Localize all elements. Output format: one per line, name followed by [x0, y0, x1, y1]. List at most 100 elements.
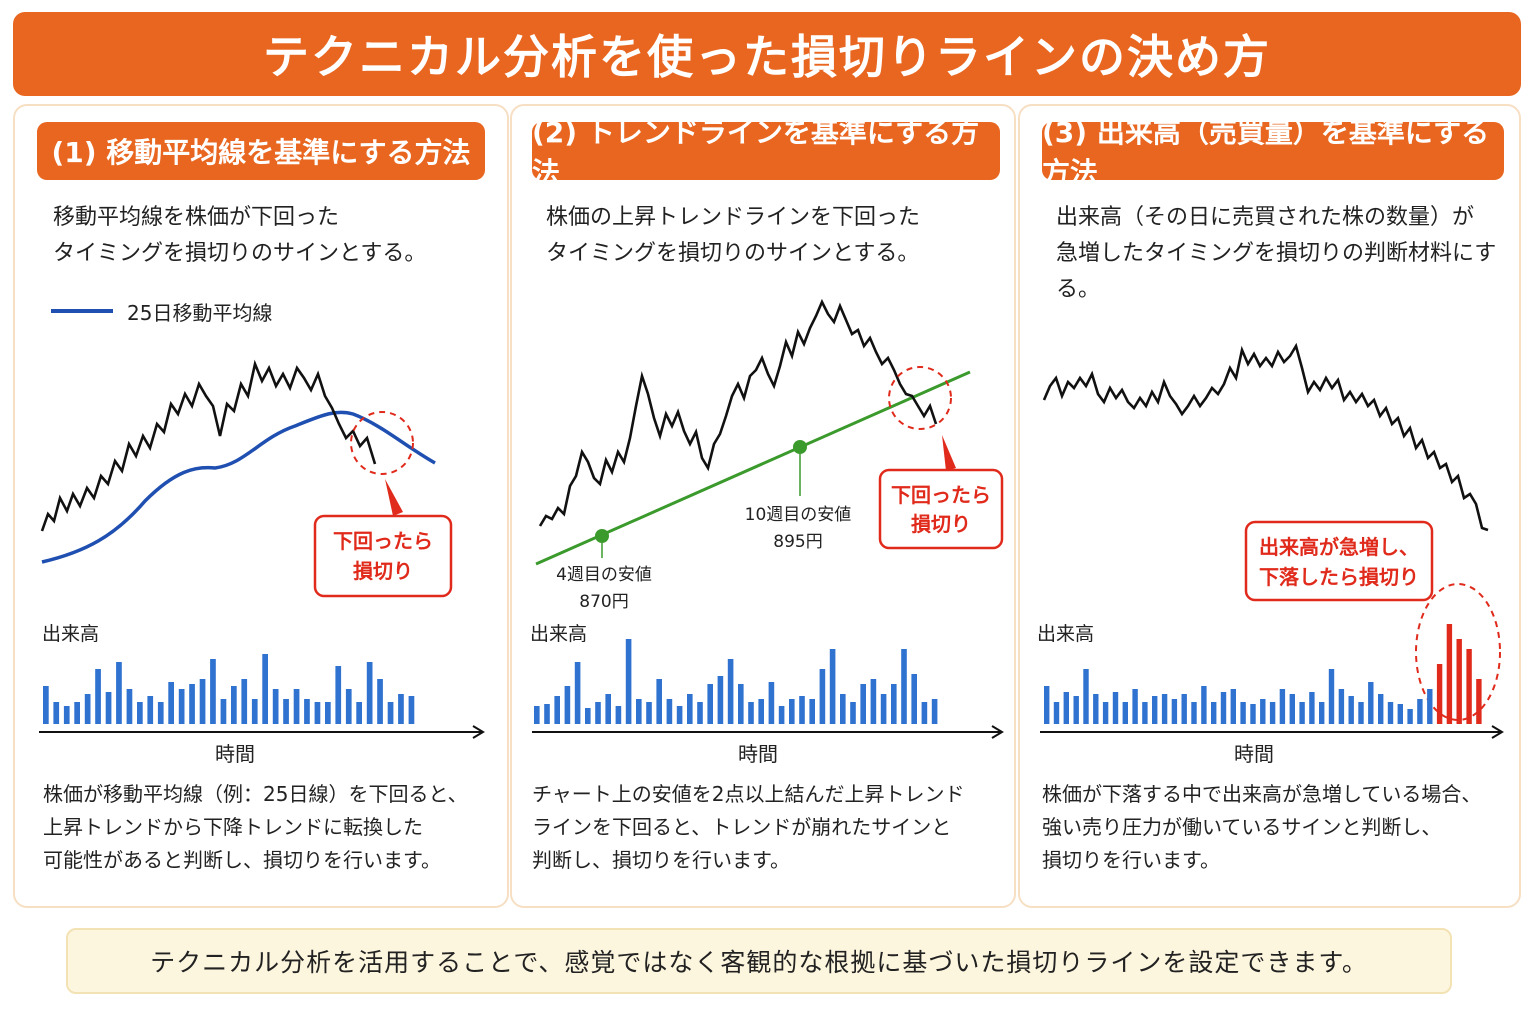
callout-box: [878, 468, 1004, 550]
volume-bar: [63, 706, 70, 724]
volume-bar: [1083, 669, 1089, 724]
x-axis-arrow: [1491, 725, 1504, 739]
volume-bar: [758, 699, 764, 724]
volume-bar: [1132, 689, 1138, 724]
price-line: [1042, 342, 1489, 532]
price-line: [40, 359, 377, 532]
volume-bar: [1397, 704, 1403, 724]
title-bar: テクニカル分析を使った損切りラインの決め方: [13, 12, 1521, 96]
volume-bar: [314, 702, 321, 724]
volume-bar: [727, 659, 734, 724]
volume-bar: [1260, 699, 1266, 724]
volume-bar: [1299, 702, 1305, 724]
volume-bar: [283, 699, 289, 724]
volume-bar: [850, 702, 856, 724]
x-axis-label: 時間: [215, 742, 255, 766]
volume-bar: [707, 684, 713, 724]
volume-bar: [178, 689, 185, 724]
panel-footer: 株価が下落する中で出来高が急増している場合、 強い売り圧力が働いているサインと判…: [1042, 782, 1482, 872]
trend-point-2-price: 895円: [773, 532, 822, 552]
trend-point-1-label: 4週目の安値: [556, 565, 652, 585]
volume-bars: [1044, 624, 1482, 724]
volume-bar: [105, 692, 112, 724]
volume-bar: [116, 662, 122, 724]
volume-bar: [1122, 702, 1128, 724]
volume-bar: [398, 694, 404, 724]
volume-bar: [1387, 702, 1394, 724]
volume-bar: [1289, 694, 1295, 724]
volume-bar: [1211, 702, 1217, 724]
callout-line-2: 損切り: [353, 559, 413, 583]
callout-line-2: 損切り: [911, 512, 971, 536]
volume-bar: [819, 669, 826, 724]
volume-bar: [911, 674, 917, 724]
volume-bar: [387, 702, 394, 724]
volume-bar-spike: [1436, 664, 1443, 724]
volume-bar: [901, 649, 907, 724]
volume-bar: [1053, 702, 1060, 724]
volume-label: 出来高: [530, 623, 587, 645]
volume-bar: [891, 684, 897, 724]
volume-bar: [241, 679, 248, 724]
volume-bar: [366, 662, 373, 724]
alert-circle: [350, 411, 414, 475]
volume-bars: [534, 639, 938, 724]
panel-moving-average: (1) 移動平均線を基準にする方法 移動平均線を株価が下回った タイミングを損切…: [13, 104, 509, 908]
volume-bar: [748, 702, 754, 724]
volume-bar: [595, 702, 601, 724]
trend-point-1: [595, 529, 609, 543]
callout-arrow: [942, 435, 956, 471]
volume-bar: [147, 696, 154, 724]
volume-bar: [921, 702, 928, 724]
volume-label: 出来高: [1037, 623, 1094, 645]
x-axis-label: 時間: [738, 742, 778, 766]
volume-bar: [809, 699, 815, 724]
volume-bar: [1161, 694, 1168, 724]
volume-bar: [356, 702, 362, 724]
volume-bar: [585, 708, 591, 724]
volume-bar: [554, 696, 560, 724]
volume-bar: [137, 702, 143, 724]
volume-bar: [408, 696, 415, 724]
volume-bar: [666, 699, 673, 724]
panel-description: 株価の上昇トレンドラインを下回った タイミングを損切りのサインとする。: [546, 205, 921, 266]
trend-point-2-label: 10週目の安値: [745, 505, 852, 525]
volume-bar: [676, 706, 683, 724]
volume-bar: [880, 694, 887, 724]
volume-bar: [95, 669, 101, 724]
callout-box: [1244, 520, 1434, 602]
volume-bar: [293, 689, 300, 724]
volume-bar: [262, 654, 268, 724]
panel-volume: (3) 出来高（売買量）を基準にする方法 出来高（その日に売買された株の数量）が…: [1018, 104, 1521, 908]
volume-bar: [778, 706, 785, 724]
volume-bar: [377, 679, 383, 724]
volume-bar-spike: [1466, 649, 1472, 724]
callout-line-1: 下回ったら: [333, 529, 433, 553]
volume-bar: [53, 702, 60, 724]
volume-bar: [1181, 694, 1187, 724]
volume-bar: [220, 699, 227, 724]
volume-bar: [1328, 669, 1335, 724]
volume-bar: [656, 679, 662, 724]
volume-bar: [126, 689, 133, 724]
volume-bar: [43, 686, 49, 724]
volume-bar: [1191, 702, 1197, 724]
volume-bar: [1417, 699, 1423, 724]
callout-arrow: [385, 479, 403, 516]
panel-footer: チャート上の安値を2点以上結んだ上昇トレンド ラインを下回ると、トレンドが崩れた…: [532, 782, 965, 872]
volume-bar: [210, 659, 216, 724]
x-axis-arrow: [991, 725, 1004, 739]
volume-bar: [697, 702, 703, 724]
volume-bar: [168, 682, 174, 724]
volume-bar: [272, 689, 279, 724]
volume-bar: [251, 699, 258, 724]
volume-bar: [1063, 692, 1069, 724]
volume-bar: [1279, 689, 1286, 724]
volume-bar: [625, 639, 632, 724]
volume-bar: [189, 684, 195, 724]
panel-description: 出来高（その日に売買された株の数量）が 急増したタイミングを損切りの判断材料にす…: [1056, 205, 1497, 302]
volume-bar: [829, 649, 836, 724]
volume-bar: [1220, 692, 1227, 724]
price-line: [538, 298, 938, 527]
page-title: テクニカル分析を使った損切りラインの決め方: [263, 30, 1271, 84]
